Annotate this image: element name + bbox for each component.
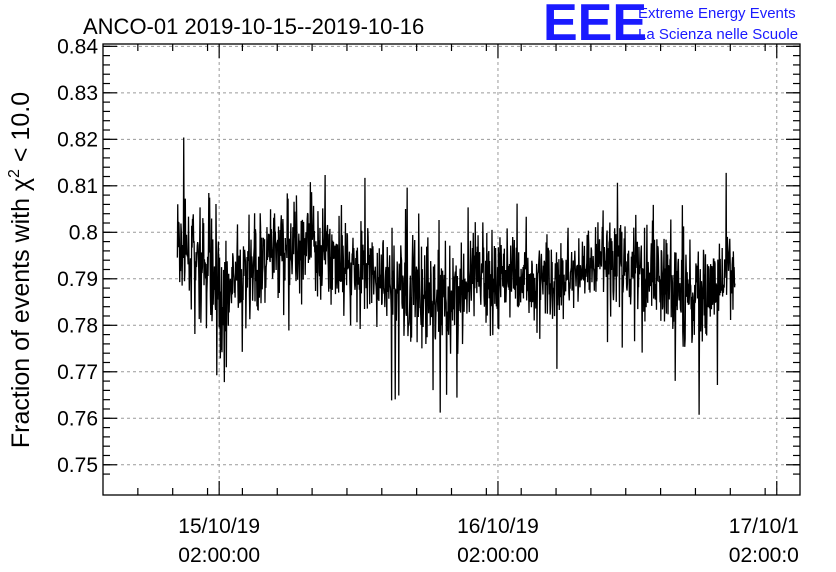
y-tick-label: 0.79 <box>57 268 98 291</box>
logo: EEE Extreme Energy Events La Scienza nel… <box>543 0 798 52</box>
x-tick-labels: 15/10/19 02:00:00 16/10/19 02:00:00 17/10/1 0… <box>178 515 799 567</box>
logo-letters: EEE <box>543 0 647 52</box>
y-tick-labels: 0.75 0.76 0.77 0.78 0.79 0.8 0.81 0.82 0.83 0.84 <box>57 35 98 476</box>
series-path-0 <box>176 137 736 415</box>
x-tick-date-label: 16/10/19 <box>457 515 539 538</box>
y-tick-label: 0.83 <box>57 82 98 105</box>
axis-ticks <box>103 44 800 495</box>
x-tick-time-label: 02:00:00 <box>178 544 260 567</box>
y-tick-label: 0.82 <box>57 128 98 151</box>
y-tick-label: 0.77 <box>57 361 98 384</box>
y-tick-label: 0.8 <box>69 221 98 244</box>
y-axis-label-tail: < 10.0 <box>7 92 35 169</box>
series-line <box>176 137 736 415</box>
x-tick-time-label: 02:00:00 <box>457 544 539 567</box>
logo-line2: La Scienza nelle Scuole <box>638 26 798 43</box>
y-axis-label-chi: χ <box>7 178 35 191</box>
x-tick-time-label: 02:00:0 <box>729 544 799 567</box>
chart-title: ANCO-01 2019-10-15--2019-10-16 <box>83 14 424 39</box>
logo-line1: Extreme Energy Events <box>638 5 796 22</box>
y-axis-label-sup: 2 <box>6 169 23 178</box>
y-tick-label: 0.75 <box>57 454 98 477</box>
y-tick-label: 0.84 <box>57 35 98 58</box>
y-axis-label-main: Fraction of events with <box>7 191 35 448</box>
y-axis-label: Fraction of events with χ2 < 10.0 <box>6 92 35 448</box>
y-tick-label: 0.76 <box>57 407 98 430</box>
y-tick-label: 0.81 <box>57 175 98 198</box>
y-tick-label: 0.78 <box>57 314 98 337</box>
x-tick-date-label: 15/10/19 <box>178 515 260 538</box>
x-tick-date-label: 17/10/1 <box>729 515 799 538</box>
